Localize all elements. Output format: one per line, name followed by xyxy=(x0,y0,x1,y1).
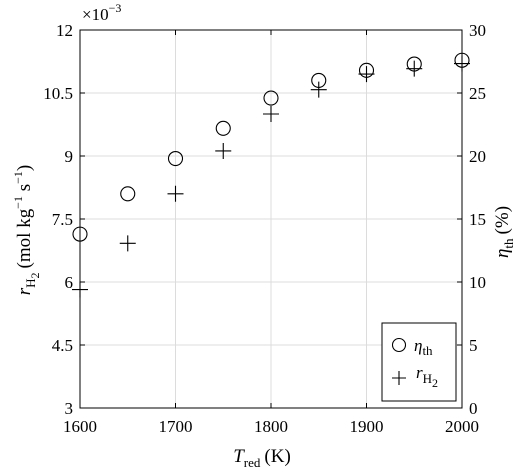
r-h2-point xyxy=(358,66,375,83)
y-right-axis-label: ηth(%) xyxy=(492,206,516,258)
legend-circle-marker xyxy=(391,337,407,353)
r-h2-point xyxy=(263,106,279,122)
legend-label-r-h2: rH2 xyxy=(416,363,438,390)
y-right-tick-label: 0 xyxy=(469,399,478,418)
legend: ηth rH2 xyxy=(381,322,457,402)
y-left-tick-label: 10.5 xyxy=(43,84,73,103)
y-left-tick-label: 6 xyxy=(65,273,74,292)
y-right-tick-label: 20 xyxy=(469,147,486,166)
r-h2-point xyxy=(310,81,327,98)
y-left-axis-label: rH2(mol kg−1 s−1) xyxy=(11,165,42,295)
r-h2-point xyxy=(167,185,184,202)
r-h2-point xyxy=(215,142,232,159)
r-h2-point xyxy=(119,235,136,252)
eta-th-point xyxy=(120,186,136,202)
y-right-tick-label: 25 xyxy=(469,84,486,103)
y-right-tick-label: 10 xyxy=(469,273,486,292)
y-right-tick-label: 30 xyxy=(469,21,486,40)
y-left-tick-label: 12 xyxy=(56,21,73,40)
y-left-tick-label: 4.5 xyxy=(52,336,73,355)
y-right-tick-label: 15 xyxy=(469,210,486,229)
y-left-tick-label: 3 xyxy=(65,399,74,418)
x-tick-label: 2000 xyxy=(445,417,479,436)
eta-th-point xyxy=(215,120,231,136)
legend-box xyxy=(381,322,457,402)
r-h2-point xyxy=(406,60,423,77)
axis-ticks: 1600 1700 1800 1900 2000 3 4.5 6 7.5 9 10.5 12 0 5 10 1… xyxy=(43,21,486,436)
y-left-tick-label: 7.5 xyxy=(52,210,73,229)
y-left-multiplier: ×10−3 xyxy=(82,1,121,24)
x-tick-label: 1900 xyxy=(350,417,384,436)
eta-th-point xyxy=(167,150,184,167)
x-tick-label: 1600 xyxy=(63,417,97,436)
y-left-tick-label: 9 xyxy=(65,147,74,166)
x-tick-label: 1700 xyxy=(159,417,193,436)
eta-th-point xyxy=(263,90,279,106)
legend-label-eta-th: ηth xyxy=(414,336,433,358)
x-axis-label: Tred (K) xyxy=(233,446,291,470)
x-tick-label: 1800 xyxy=(254,417,288,436)
y-right-tick-label: 5 xyxy=(469,336,478,355)
legend-plus-marker xyxy=(392,371,406,385)
